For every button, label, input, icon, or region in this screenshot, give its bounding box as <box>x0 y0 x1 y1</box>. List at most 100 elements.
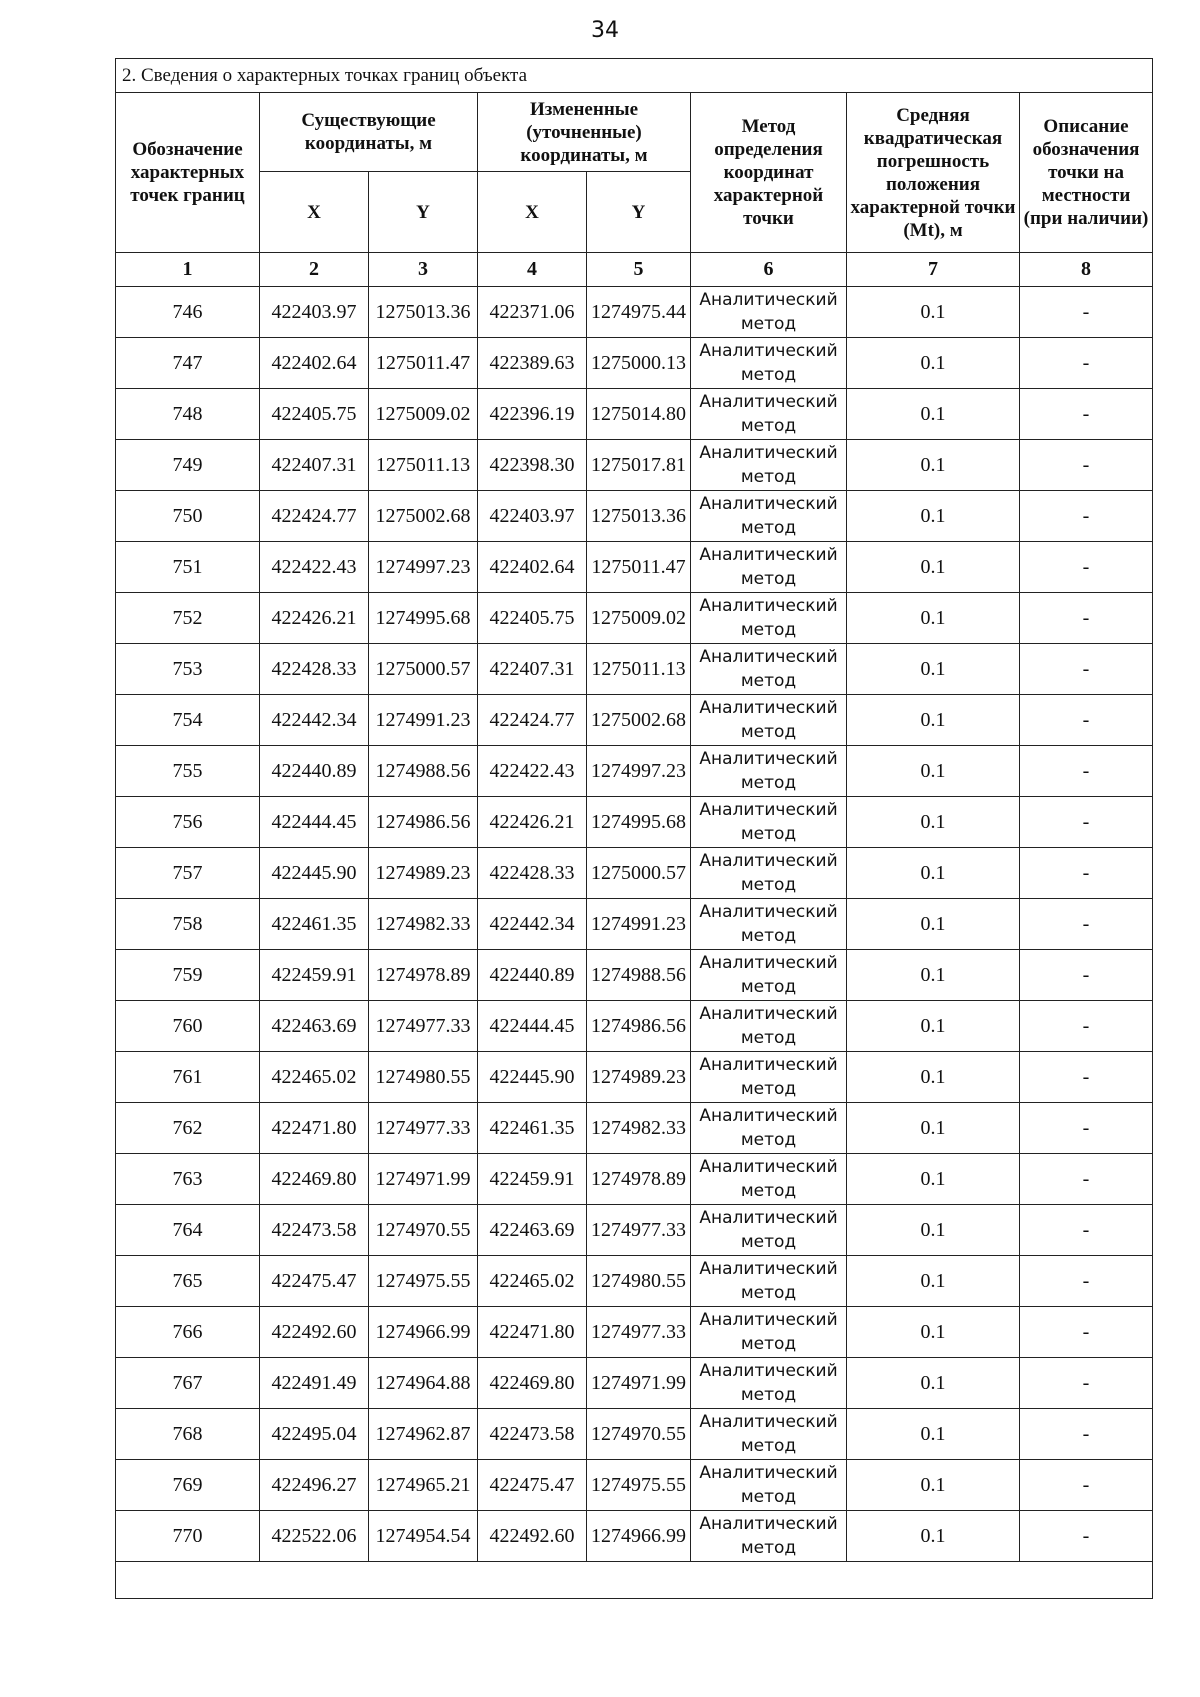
cell-changed-y: 1274991.23 <box>586 898 691 950</box>
cell-existing-x: 422403.97 <box>259 286 369 338</box>
cell-existing-y: 1274989.23 <box>368 847 478 899</box>
cell-point-id: 765 <box>115 1255 260 1307</box>
cell-error: 0.1 <box>846 1306 1020 1358</box>
header-existing-coords: Существующие координаты, м <box>259 92 478 172</box>
cell-existing-x: 422407.31 <box>259 439 369 491</box>
cell-description: - <box>1018 694 1154 746</box>
cell-changed-x: 422440.89 <box>477 949 587 1001</box>
cell-method: Аналитический метод <box>690 1357 847 1409</box>
cell-point-id: 770 <box>115 1510 260 1562</box>
table-row: 748 422405.75 1275009.02 422396.19 1275014.8… <box>115 388 1154 440</box>
table-row: 746 422403.97 1275013.36 422371.06 1274975.4… <box>115 286 1154 338</box>
cell-method: Аналитический метод <box>690 1255 847 1307</box>
cell-method: Аналитический метод <box>690 1459 847 1511</box>
cell-point-id: 753 <box>115 643 260 695</box>
cell-changed-x: 422402.64 <box>477 541 587 593</box>
cell-method: Аналитический метод <box>690 1510 847 1562</box>
cell-description: - <box>1018 388 1154 440</box>
cell-error: 0.1 <box>846 592 1020 644</box>
cell-error: 0.1 <box>846 1204 1020 1256</box>
cell-description: - <box>1018 1306 1154 1358</box>
cell-existing-y: 1274986.56 <box>368 796 478 848</box>
cell-point-id: 752 <box>115 592 260 644</box>
header-existing-x: X <box>259 171 369 253</box>
cell-existing-y: 1275013.36 <box>368 286 478 338</box>
cell-existing-x: 422426.21 <box>259 592 369 644</box>
cell-point-id: 749 <box>115 439 260 491</box>
cell-point-id: 769 <box>115 1459 260 1511</box>
cell-point-id: 768 <box>115 1408 260 1460</box>
cell-existing-x: 422442.34 <box>259 694 369 746</box>
cell-method: Аналитический метод <box>690 490 847 542</box>
cell-changed-x: 422469.80 <box>477 1357 587 1409</box>
cell-description: - <box>1018 1255 1154 1307</box>
cell-existing-x: 422440.89 <box>259 745 369 797</box>
cell-changed-x: 422389.63 <box>477 337 587 389</box>
cell-error: 0.1 <box>846 1153 1020 1205</box>
cell-existing-y: 1275009.02 <box>368 388 478 440</box>
cell-changed-y: 1274986.56 <box>586 1000 691 1052</box>
column-number: 5 <box>586 252 691 287</box>
cell-point-id: 751 <box>115 541 260 593</box>
table-row: 755 422440.89 1274988.56 422422.43 1274997.2… <box>115 745 1154 797</box>
cell-method: Аналитический метод <box>690 1408 847 1460</box>
cell-changed-y: 1274995.68 <box>586 796 691 848</box>
cell-existing-x: 422405.75 <box>259 388 369 440</box>
cell-changed-x: 422403.97 <box>477 490 587 542</box>
cell-description: - <box>1018 286 1154 338</box>
cell-existing-y: 1275011.47 <box>368 337 478 389</box>
cell-existing-x: 422461.35 <box>259 898 369 950</box>
cell-changed-y: 1275000.57 <box>586 847 691 899</box>
cell-existing-y: 1274964.88 <box>368 1357 478 1409</box>
cell-existing-y: 1274971.99 <box>368 1153 478 1205</box>
cell-error: 0.1 <box>846 847 1020 899</box>
cell-point-id: 762 <box>115 1102 260 1154</box>
cell-error: 0.1 <box>846 1459 1020 1511</box>
cell-existing-x: 422459.91 <box>259 949 369 1001</box>
cell-existing-y: 1275000.57 <box>368 643 478 695</box>
cell-changed-x: 422424.77 <box>477 694 587 746</box>
cell-existing-y: 1274954.54 <box>368 1510 478 1562</box>
cell-changed-x: 422422.43 <box>477 745 587 797</box>
cell-error: 0.1 <box>846 388 1020 440</box>
cell-existing-y: 1274977.33 <box>368 1102 478 1154</box>
table-row: 764 422473.58 1274970.55 422463.69 1274977.3… <box>115 1204 1154 1256</box>
cell-changed-x: 422444.45 <box>477 1000 587 1052</box>
cell-changed-x: 422445.90 <box>477 1051 587 1103</box>
cell-existing-y: 1274995.68 <box>368 592 478 644</box>
cell-error: 0.1 <box>846 1255 1020 1307</box>
cell-existing-x: 422491.49 <box>259 1357 369 1409</box>
cell-changed-y: 1275017.81 <box>586 439 691 491</box>
cell-error: 0.1 <box>846 1000 1020 1052</box>
cell-existing-x: 422495.04 <box>259 1408 369 1460</box>
cell-error: 0.1 <box>846 694 1020 746</box>
cell-changed-y: 1274975.55 <box>586 1459 691 1511</box>
cell-method: Аналитический метод <box>690 388 847 440</box>
empty-row <box>114 1561 1154 1599</box>
table-row: 756 422444.45 1274986.56 422426.21 1274995.6… <box>115 796 1154 848</box>
cell-error: 0.1 <box>846 898 1020 950</box>
column-number: 8 <box>1018 252 1154 287</box>
cell-method: Аналитический метод <box>690 592 847 644</box>
table-row: 766 422492.60 1274966.99 422471.80 1274977.3… <box>115 1306 1154 1358</box>
cell-error: 0.1 <box>846 439 1020 491</box>
cell-existing-x: 422496.27 <box>259 1459 369 1511</box>
cell-method: Аналитический метод <box>690 949 847 1001</box>
cell-changed-y: 1274970.55 <box>586 1408 691 1460</box>
cell-error: 0.1 <box>846 1357 1020 1409</box>
cell-changed-x: 422473.58 <box>477 1408 587 1460</box>
cell-existing-y: 1274977.33 <box>368 1000 478 1052</box>
table-row: 758 422461.35 1274982.33 422442.34 1274991.2… <box>115 898 1154 950</box>
cell-point-id: 764 <box>115 1204 260 1256</box>
cell-changed-y: 1274982.33 <box>586 1102 691 1154</box>
cell-existing-y: 1275002.68 <box>368 490 478 542</box>
cell-error: 0.1 <box>846 337 1020 389</box>
cell-changed-y: 1274977.33 <box>586 1306 691 1358</box>
header-changed-coords: Измененные (уточненные) координаты, м <box>477 92 691 172</box>
cell-existing-y: 1274975.55 <box>368 1255 478 1307</box>
cell-changed-x: 422459.91 <box>477 1153 587 1205</box>
cell-description: - <box>1018 847 1154 899</box>
cell-error: 0.1 <box>846 541 1020 593</box>
cell-description: - <box>1018 439 1154 491</box>
cell-existing-y: 1274965.21 <box>368 1459 478 1511</box>
